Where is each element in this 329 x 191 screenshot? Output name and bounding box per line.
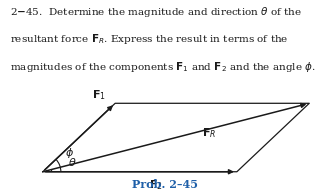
Text: resultant force $\mathbf{F}_{\mathit{R}}$. Express the result in terms of the: resultant force $\mathbf{F}_{\mathit{R}}… — [10, 32, 289, 46]
Text: $\mathbf{F}_2$: $\mathbf{F}_2$ — [149, 178, 163, 191]
Text: Prob. 2–45: Prob. 2–45 — [132, 179, 197, 190]
Text: $\theta$: $\theta$ — [67, 156, 76, 168]
Text: 2$\bf{-}$45.  Determine the magnitude and direction $\it{\theta}$ of the: 2$\bf{-}$45. Determine the magnitude and… — [10, 5, 302, 19]
Text: $\phi$: $\phi$ — [65, 146, 74, 160]
Text: $\mathbf{F}_R$: $\mathbf{F}_R$ — [202, 126, 217, 140]
Text: magnitudes of the components $\mathbf{F}_1$ and $\mathbf{F}_2$ and the angle $\i: magnitudes of the components $\mathbf{F}… — [10, 60, 316, 74]
Text: $\mathbf{F}_1$: $\mathbf{F}_1$ — [92, 88, 106, 102]
